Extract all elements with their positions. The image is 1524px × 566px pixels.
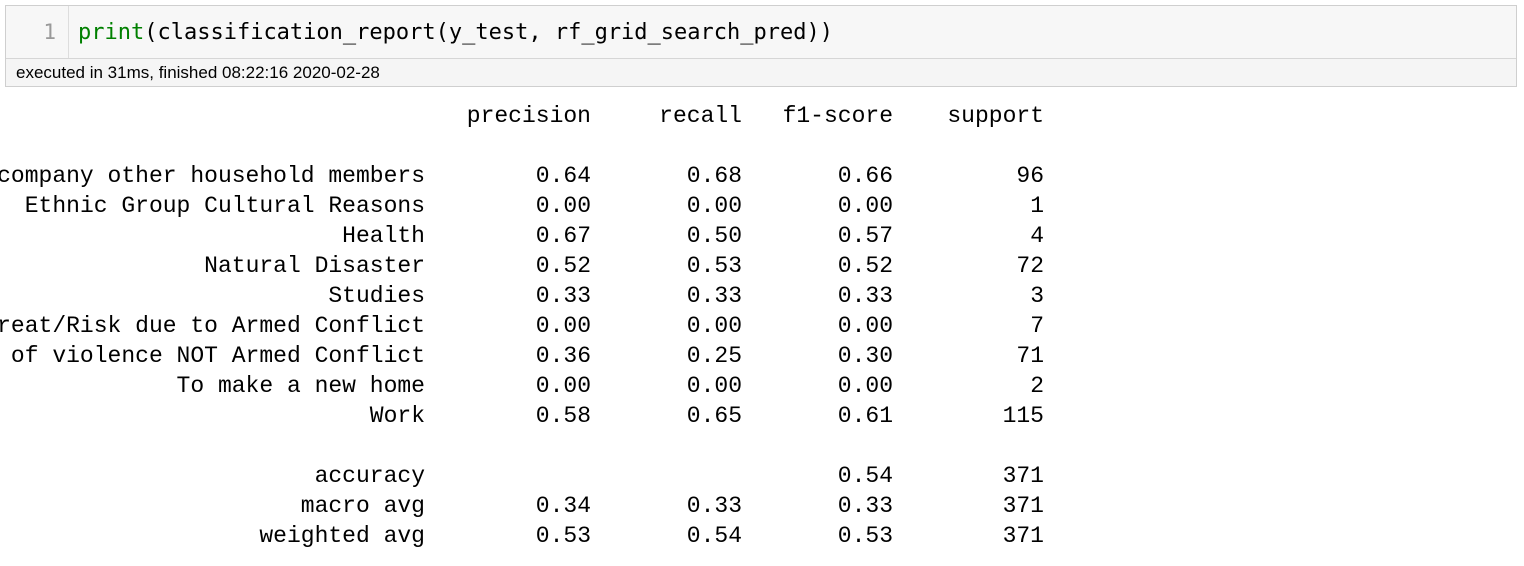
code-editor[interactable]: 1 print(classification_report(y_test, rf… [6, 6, 1516, 59]
cell-precision: 0.52 [535, 253, 591, 279]
cell-recall: 0.33 [686, 283, 742, 309]
code-builtin-print: print [78, 20, 145, 45]
row-label: Work [369, 403, 425, 429]
cell-f1-score: 0.66 [837, 163, 893, 189]
cell-precision: 0.00 [535, 313, 591, 339]
cell-precision: 0.64 [535, 163, 591, 189]
cell-support: 1 [1030, 193, 1044, 219]
summary-row: accuracy 0.54 371 [0, 463, 1300, 493]
row-label: To make a new home [176, 373, 425, 399]
cell-support: 72 [1016, 253, 1044, 279]
table-row: Threat/Risk of violence NOT Armed Confli… [0, 343, 1300, 373]
header-f1-score: f1-score [782, 103, 893, 129]
cell-precision: 0.58 [535, 403, 591, 429]
cell-precision: 0.67 [535, 223, 591, 249]
table-row: Ethnic Group Cultural Reasons 0.00 0.00 0.0… [0, 193, 1300, 223]
gutter-divider [68, 6, 69, 58]
cell-precision: 0.33 [535, 283, 591, 309]
cell-f1-score: 0.00 [837, 193, 893, 219]
cell-f1-score: 0.33 [837, 283, 893, 309]
cell-recall: 0.53 [686, 253, 742, 279]
cell-support: 2 [1030, 373, 1044, 399]
cell-recall: 0.68 [686, 163, 742, 189]
table-row: To make a new home 0.00 0.00 0.00 2 [0, 373, 1300, 403]
row-label: Natural Disaster [204, 253, 425, 279]
code-line[interactable]: print(classification_report(y_test, rf_g… [78, 20, 833, 46]
summary-row: macro avg 0.34 0.33 0.33 371 [0, 493, 1300, 523]
row-label: macro avg [300, 493, 425, 519]
cell-support: 3 [1030, 283, 1044, 309]
row-label: Threat/Risk due to Armed Conflict [0, 313, 425, 339]
cell-f1-score: 0.53 [837, 523, 893, 549]
cell-f1-score: 0.33 [837, 493, 893, 519]
row-label: Ethnic Group Cultural Reasons [24, 193, 425, 219]
cell-recall: 0.50 [686, 223, 742, 249]
cell-recall: 0.25 [686, 343, 742, 369]
cell-recall: 0.00 [686, 373, 742, 399]
cell-support: 71 [1016, 343, 1044, 369]
execution-info-text: executed in 31ms, finished 08:22:16 2020… [16, 63, 380, 82]
cell-precision: 0.34 [535, 493, 591, 519]
cell-recall: 0.33 [686, 493, 742, 519]
table-row: Accompany other household members 0.64 0.6… [0, 163, 1300, 193]
cell-f1-score: 0.30 [837, 343, 893, 369]
cell-support: 4 [1030, 223, 1044, 249]
cell-recall: 0.00 [686, 193, 742, 219]
execution-info: executed in 31ms, finished 08:22:16 2020… [6, 59, 1516, 86]
cell-precision: 0.53 [535, 523, 591, 549]
table-row: Health 0.67 0.50 0.57 4 [0, 223, 1300, 253]
code-cell[interactable]: 1 print(classification_report(y_test, rf… [5, 5, 1517, 87]
row-label: Health [342, 223, 425, 249]
row-label: Accompany other household members [0, 163, 425, 189]
header-support: support [947, 103, 1044, 129]
summary-row: weighted avg 0.53 0.54 0.53 371 [0, 523, 1300, 553]
header-precision: precision [466, 103, 591, 129]
cell-f1-score: 0.52 [837, 253, 893, 279]
cell-precision: 0.00 [535, 193, 591, 219]
row-label: accuracy [314, 463, 425, 489]
table-row: Natural Disaster 0.52 0.53 0.52 72 [0, 253, 1300, 283]
cell-precision: 0.00 [535, 373, 591, 399]
cell-f1-score: 0.00 [837, 313, 893, 339]
report-header: precision recall f1-score support [0, 103, 1300, 133]
table-row: Studies 0.33 0.33 0.33 3 [0, 283, 1300, 313]
cell-precision: 0.36 [535, 343, 591, 369]
cell-support: 371 [1002, 463, 1044, 489]
cell-support: 7 [1030, 313, 1044, 339]
cell-f1-score: 0.57 [837, 223, 893, 249]
row-label: weighted avg [259, 523, 425, 549]
row-label: Studies [328, 283, 425, 309]
cell-recall: 0.54 [686, 523, 742, 549]
header-recall: recall [659, 103, 742, 129]
code-expression: (classification_report(y_test, rf_grid_s… [144, 20, 833, 45]
table-row: Threat/Risk due to Armed Conflict 0.00 0.0… [0, 313, 1300, 343]
cell-f1-score: 0.00 [837, 373, 893, 399]
cell-support: 371 [1002, 523, 1044, 549]
row-label: Threat/Risk of violence NOT Armed Confli… [10, 343, 425, 369]
cell-support: 115 [1002, 403, 1044, 429]
line-number: 1 [43, 20, 56, 44]
cell-support: 96 [1016, 163, 1044, 189]
table-row: Work 0.58 0.65 0.61 115 [0, 403, 1300, 433]
cell-f1-score: 0.54 [837, 463, 893, 489]
cell-recall: 0.65 [686, 403, 742, 429]
cell-support: 371 [1002, 493, 1044, 519]
cell-f1-score: 0.61 [837, 403, 893, 429]
cell-recall: 0.00 [686, 313, 742, 339]
cell-output: precision recall f1-score support Accomp… [0, 90, 1524, 560]
